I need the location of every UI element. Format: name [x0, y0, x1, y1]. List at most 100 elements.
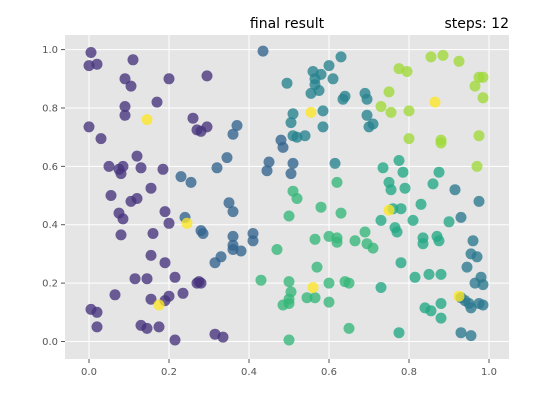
data-point	[393, 155, 405, 166]
data-point	[261, 165, 273, 177]
data-point	[473, 195, 485, 207]
data-point	[131, 150, 143, 162]
data-point	[211, 162, 223, 174]
data-point	[135, 162, 147, 174]
data-point	[145, 293, 157, 305]
x-tick-label: 0.6	[321, 367, 337, 378]
data-point	[181, 217, 193, 229]
data-point	[403, 133, 415, 145]
data-point	[455, 327, 467, 339]
data-point	[349, 235, 361, 247]
data-point	[151, 96, 163, 108]
data-point	[309, 233, 321, 245]
data-point	[277, 141, 289, 153]
x-tick-label: 1.0	[481, 367, 497, 378]
data-point	[287, 108, 299, 120]
data-point	[105, 190, 117, 201]
data-point	[235, 245, 247, 257]
data-point	[311, 261, 323, 273]
y-tick-label: 0.6	[42, 162, 58, 173]
data-point	[131, 193, 143, 204]
data-point	[145, 182, 157, 194]
data-point	[221, 152, 233, 164]
y-tick-label: 0.8	[42, 103, 58, 114]
data-point	[285, 117, 297, 129]
data-point	[201, 70, 213, 82]
data-point	[271, 244, 283, 255]
data-point	[335, 207, 347, 219]
data-point	[315, 201, 327, 213]
data-point	[217, 331, 229, 343]
data-point	[471, 160, 483, 172]
y-tick-label: 1.0	[42, 45, 58, 56]
data-point	[223, 197, 235, 209]
data-point	[285, 168, 297, 180]
data-point	[417, 238, 429, 250]
data-point	[433, 166, 445, 178]
data-point	[227, 206, 239, 218]
data-point	[329, 157, 341, 169]
data-point	[449, 184, 461, 196]
data-point	[385, 106, 397, 118]
data-point	[323, 60, 335, 72]
x-tick-label: 0.4	[241, 367, 257, 378]
data-point	[423, 268, 435, 280]
data-point	[375, 101, 387, 112]
data-point	[401, 66, 413, 77]
x-axis-ticks: 0.0 0.2 0.4 0.6 0.8 1.0	[81, 359, 497, 378]
data-point	[327, 73, 339, 85]
data-point	[427, 178, 439, 190]
data-point	[469, 80, 481, 92]
data-point	[471, 251, 483, 263]
data-point	[119, 101, 131, 112]
data-point	[477, 299, 489, 311]
data-point	[163, 73, 175, 85]
x-tick-label: 0.2	[161, 367, 177, 378]
data-point	[125, 80, 137, 92]
data-point	[119, 109, 131, 121]
data-point	[317, 105, 329, 117]
data-point	[231, 120, 243, 131]
data-point	[141, 114, 153, 126]
data-point	[153, 299, 165, 311]
data-point	[277, 299, 289, 311]
data-point	[117, 213, 129, 225]
data-point	[317, 121, 329, 133]
data-point	[323, 277, 335, 289]
data-point	[109, 289, 121, 301]
data-point	[281, 77, 293, 89]
data-point	[129, 273, 141, 285]
data-point	[477, 92, 489, 104]
data-point	[359, 226, 371, 238]
data-point	[227, 128, 239, 140]
steps-label: steps: 12	[444, 16, 509, 32]
data-point	[187, 112, 199, 124]
data-point	[453, 290, 465, 302]
data-point	[227, 230, 239, 242]
data-point	[119, 73, 131, 85]
data-point	[467, 235, 479, 247]
y-tick-label: 0.2	[42, 279, 58, 290]
data-point	[175, 171, 187, 183]
data-point	[287, 157, 299, 169]
data-point	[465, 302, 477, 314]
data-point	[83, 60, 95, 72]
data-point	[309, 292, 321, 304]
data-point	[85, 303, 97, 315]
data-point	[425, 305, 437, 317]
data-point	[443, 216, 455, 228]
y-axis-ticks: 0.0 0.2 0.4 0.6 0.8 1.0	[42, 45, 65, 348]
x-tick-label: 0.0	[81, 367, 97, 378]
data-point	[263, 156, 275, 168]
data-point	[343, 322, 355, 334]
data-point	[177, 287, 189, 299]
data-point	[283, 334, 295, 346]
data-point	[141, 273, 153, 285]
data-point	[85, 47, 97, 58]
data-point	[255, 274, 267, 286]
data-point	[385, 184, 397, 196]
data-point	[403, 105, 415, 117]
data-point	[141, 322, 153, 334]
data-point	[159, 257, 171, 269]
